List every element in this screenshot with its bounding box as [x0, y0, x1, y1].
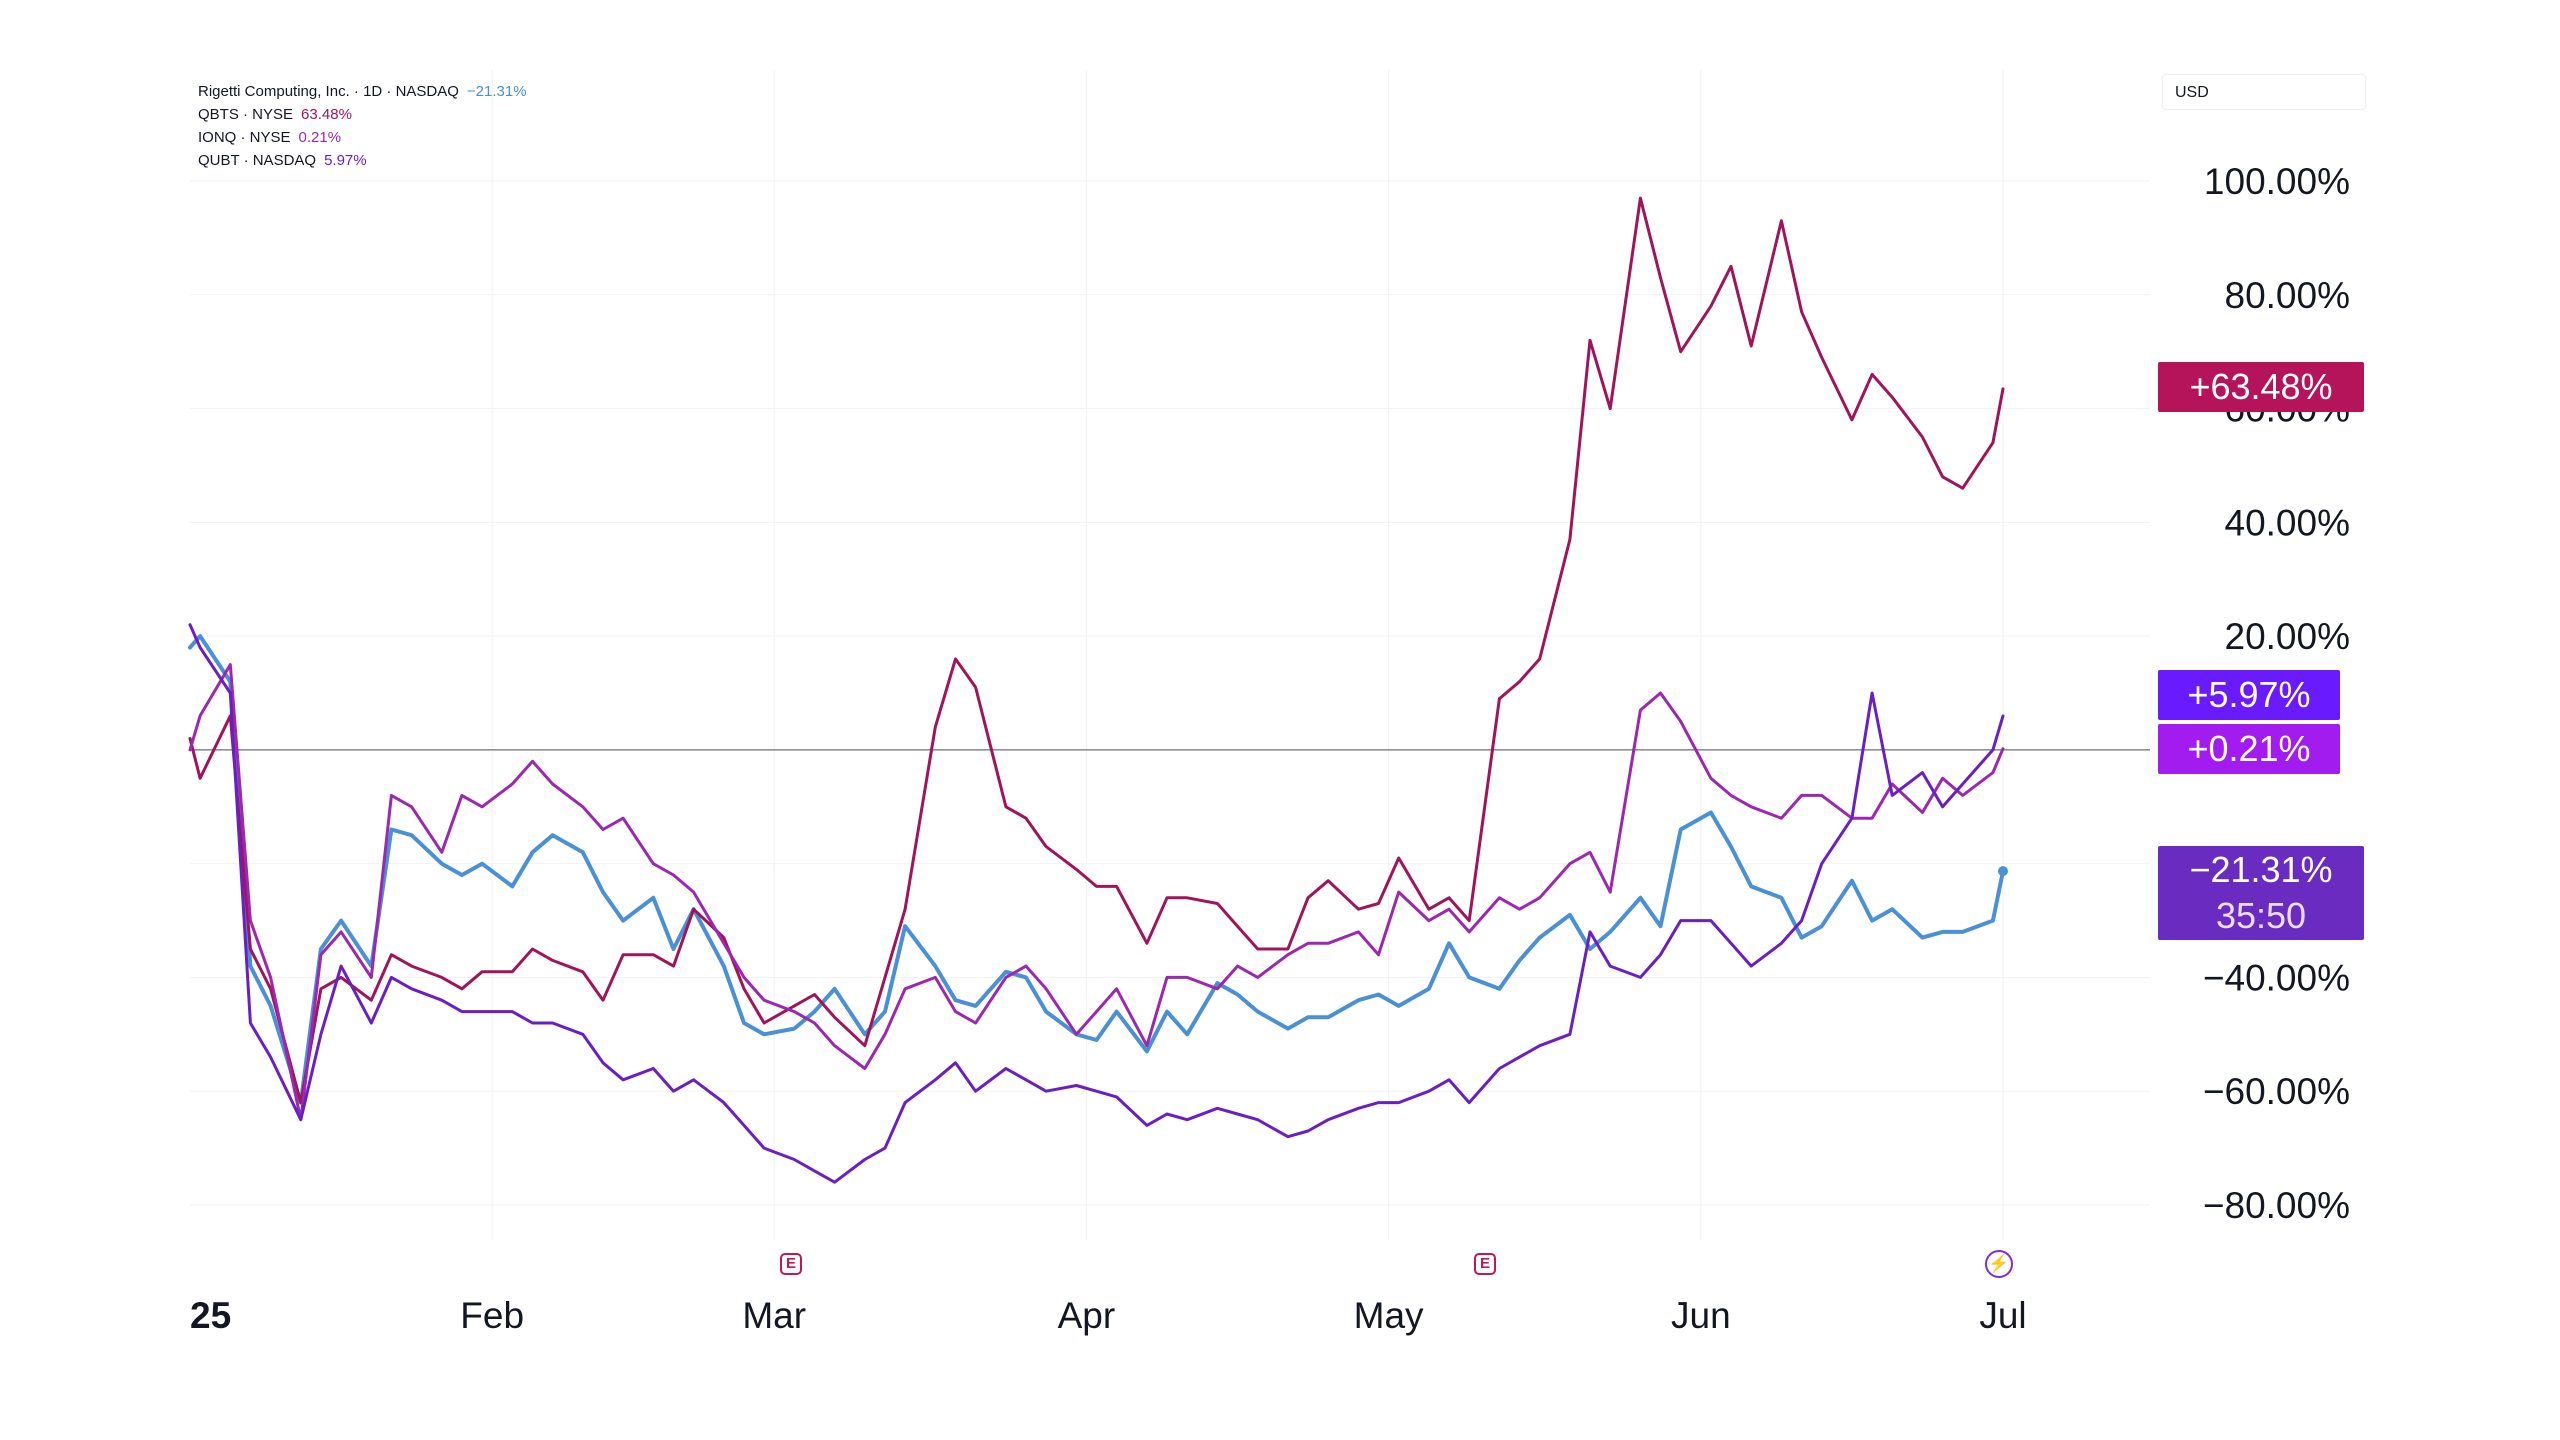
legend-symbol: QUBT · NASDAQ [198, 152, 317, 169]
tag-ionq-value: +0.21% [2187, 728, 2311, 769]
tag-rgti-value: −21.31% [2189, 849, 2333, 890]
series-line-qubt[interactable] [188, 623, 2005, 1184]
y-tick-label: 80.00% [2225, 275, 2351, 316]
x-tick-label: Jul [1979, 1295, 2026, 1336]
legend-symbol: Rigetti Computing, Inc. · 1D · NASDAQ [198, 83, 459, 100]
chart-legend: Rigetti Computing, Inc. · 1D · NASDAQ −21… [198, 80, 527, 172]
chart-grid [190, 70, 2150, 1240]
tag-rgti-countdown: 35:50 [2215, 895, 2307, 936]
earnings-marker-icon[interactable]: E [1474, 1253, 1496, 1275]
tag-qubt-value: +5.97% [2187, 674, 2311, 715]
y-tick-label: 40.00% [2225, 502, 2351, 543]
x-tick-label: Apr [1058, 1295, 1116, 1336]
currency-selector[interactable]: USD [2162, 74, 2366, 110]
y-tick-label: −40.00% [2203, 957, 2350, 998]
legend-value: 0.21% [298, 129, 342, 146]
x-tick-label: May [1354, 1295, 1424, 1336]
tag-qbts-value: +63.48% [2189, 366, 2333, 407]
legend-symbol: IONQ · NYSE [198, 129, 291, 146]
legend-value: 5.97% [324, 152, 367, 169]
series-line-ionq[interactable] [188, 663, 2005, 1122]
legend-row-qbts[interactable]: QBTS · NYSE 63.48% [198, 103, 527, 126]
legend-row-qubt[interactable]: QUBT · NASDAQ 5.97% [198, 149, 527, 172]
tag-qbts: +63.48% [2158, 362, 2364, 412]
x-tick-label: 25 [190, 1295, 231, 1336]
x-axis-labels: 25 Feb Mar Apr May Jun Jul [190, 1295, 2027, 1336]
series-line-qbts[interactable] [188, 196, 2005, 1105]
legend-value: 63.48% [301, 106, 352, 123]
earnings-marker-icon[interactable]: E [780, 1253, 802, 1275]
legend-row-rgti[interactable]: Rigetti Computing, Inc. · 1D · NASDAQ −21… [198, 80, 527, 103]
x-tick-label: Mar [742, 1295, 806, 1336]
x-tick-label: Feb [460, 1295, 524, 1336]
legend-symbol: QBTS · NYSE [198, 106, 294, 123]
tag-qubt: +5.97% [2158, 670, 2340, 720]
flash-event-icon[interactable]: ⚡ [1985, 1250, 2013, 1278]
tag-rgti: −21.31% 35:50 [2158, 846, 2364, 940]
y-tick-label: −80.00% [2203, 1185, 2350, 1226]
y-axis-labels: 100.00% 80.00% 40.00% 20.00% −40.00% −60.00% −… [2203, 161, 2350, 1226]
last-price-dot [1998, 866, 2008, 877]
legend-row-ionq[interactable]: IONQ · NYSE 0.21% [198, 126, 527, 149]
x-tick-label: Jun [1671, 1295, 1731, 1336]
tag-ionq: +0.21% [2158, 724, 2340, 774]
y-tick-label: −60.00% [2203, 1071, 2350, 1112]
series-lines [188, 196, 2008, 1184]
series-line-rigetti-computing-inc-[interactable] [188, 634, 2005, 1105]
y-tick-label: 20.00% [2225, 616, 2351, 657]
legend-value: −21.31% [466, 83, 527, 100]
y-tick-label: 100.00% [2204, 161, 2350, 202]
